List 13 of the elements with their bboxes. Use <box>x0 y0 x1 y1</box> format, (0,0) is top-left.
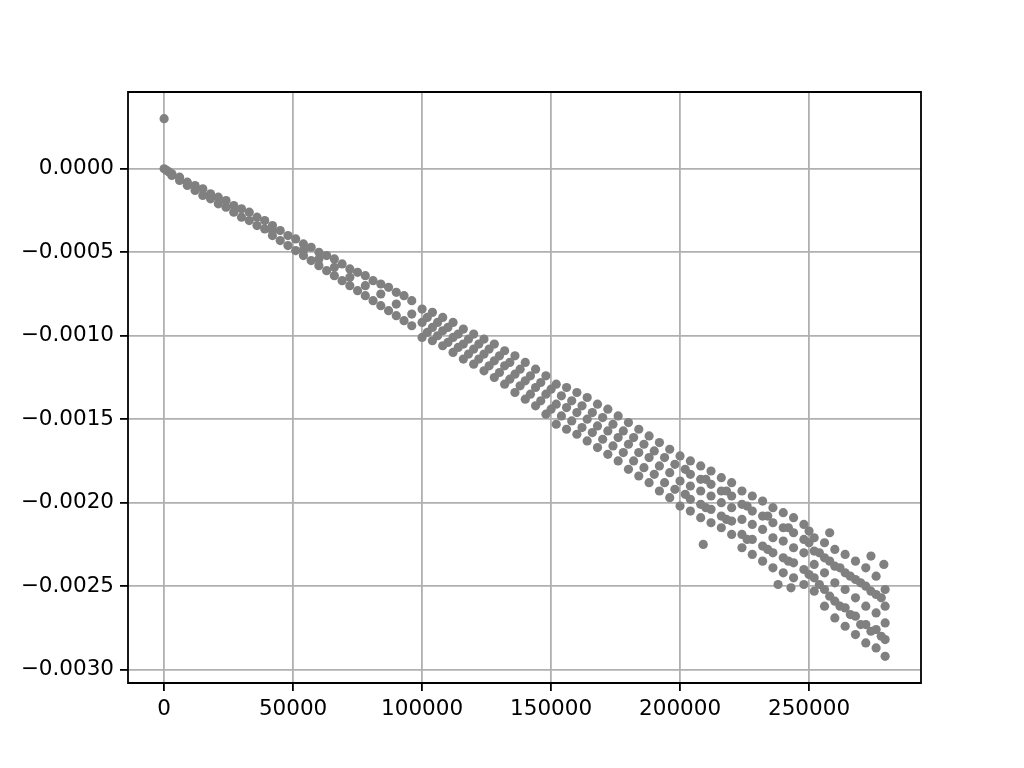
x-tick-label: 100000 <box>381 695 464 721</box>
y-tick-label: −0.0025 <box>20 571 114 597</box>
x-tick-label: 0 <box>157 695 171 721</box>
y-tick-label: −0.0005 <box>20 237 114 263</box>
y-tick-label: 0.0000 <box>38 154 114 180</box>
x-tick-label: 50000 <box>258 695 328 721</box>
y-tick-label: −0.0020 <box>20 488 114 514</box>
x-tick-label: 250000 <box>768 695 851 721</box>
y-tick-label: −0.0030 <box>20 655 114 681</box>
x-tick-label: 150000 <box>510 695 593 721</box>
y-tick-label: −0.0015 <box>20 404 114 430</box>
y-tick-label: −0.0010 <box>20 321 114 347</box>
x-tick-label: 200000 <box>639 695 722 721</box>
